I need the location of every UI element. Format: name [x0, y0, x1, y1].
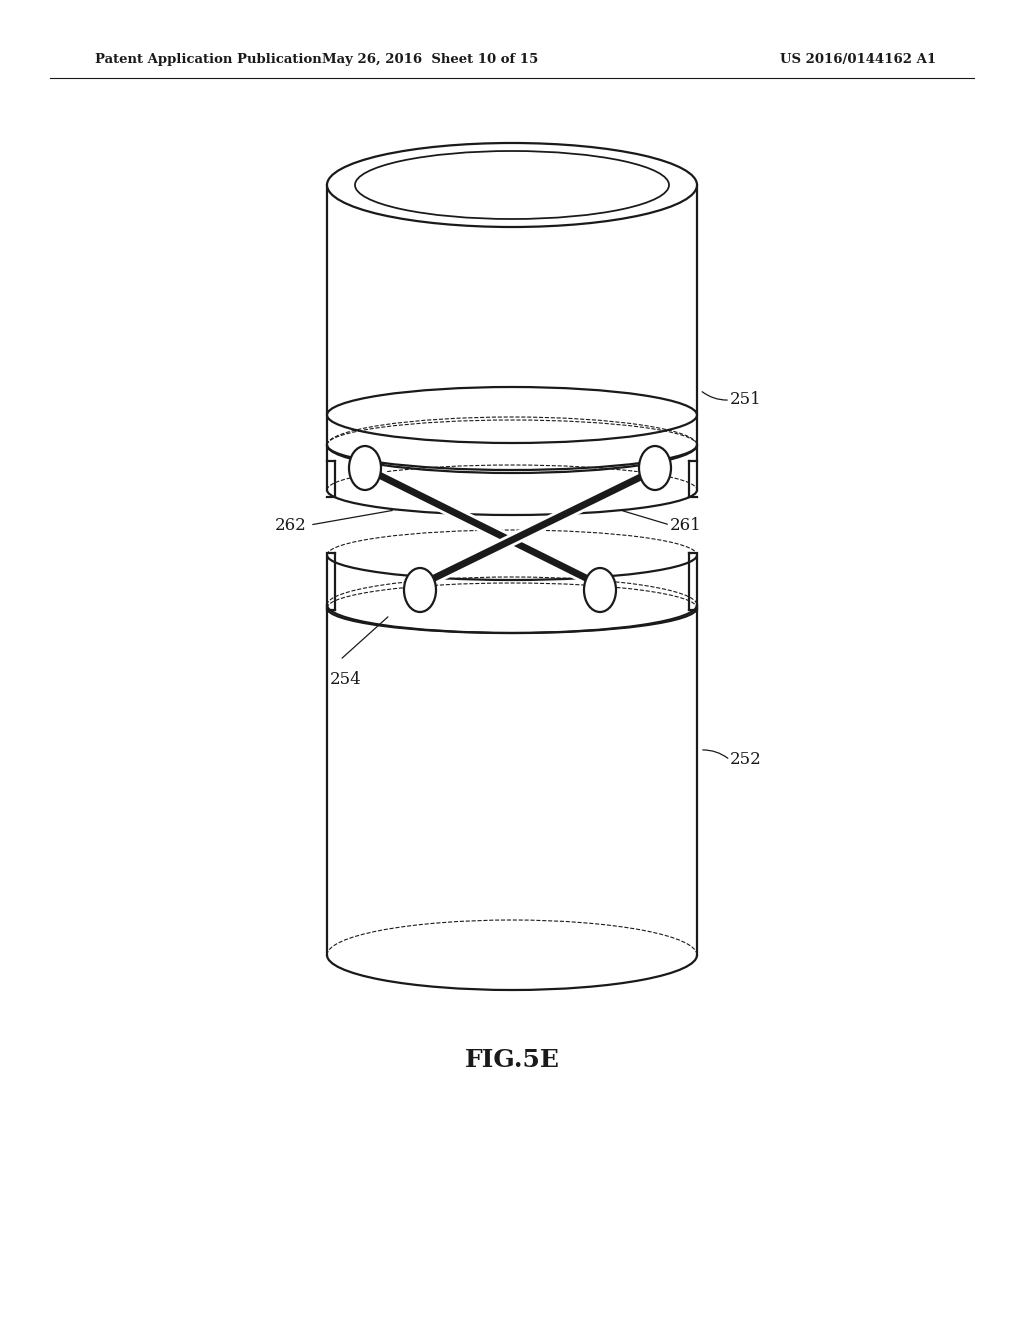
- Text: 251: 251: [730, 392, 762, 408]
- Polygon shape: [327, 554, 697, 609]
- Ellipse shape: [327, 143, 697, 227]
- Text: 252: 252: [730, 751, 762, 768]
- Ellipse shape: [639, 446, 671, 490]
- Ellipse shape: [584, 568, 616, 612]
- Text: FIG.5E: FIG.5E: [465, 1048, 559, 1072]
- Polygon shape: [327, 185, 697, 445]
- Text: Patent Application Publication: Patent Application Publication: [95, 54, 322, 66]
- Polygon shape: [327, 605, 697, 954]
- Text: May 26, 2016  Sheet 10 of 15: May 26, 2016 Sheet 10 of 15: [322, 54, 539, 66]
- Text: 261: 261: [670, 516, 701, 533]
- Text: 254: 254: [330, 672, 361, 689]
- Text: US 2016/0144162 A1: US 2016/0144162 A1: [780, 54, 936, 66]
- Ellipse shape: [349, 446, 381, 490]
- Ellipse shape: [404, 568, 436, 612]
- Text: 262: 262: [275, 516, 307, 533]
- Polygon shape: [327, 445, 697, 490]
